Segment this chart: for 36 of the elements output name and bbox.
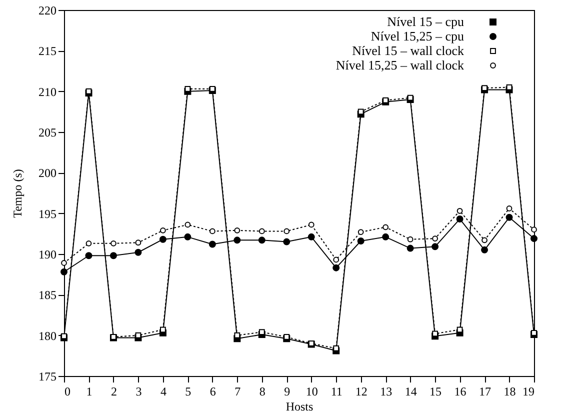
x-tick-label: 18 — [504, 384, 516, 398]
x-tick-label: 0 — [64, 384, 70, 398]
y-tick-label: 205 — [38, 126, 56, 140]
x-tick-label: 11 — [330, 384, 342, 398]
x-tick-label: 12 — [355, 384, 368, 398]
y-tick-label: 210 — [38, 84, 56, 99]
x-tick-label: 9 — [284, 384, 290, 398]
x-tick-label: 3 — [136, 384, 142, 398]
legend-label: Nível 15 – cpu — [387, 14, 464, 29]
x-tick-label: 7 — [234, 384, 241, 398]
x-tick-label: 5 — [185, 384, 192, 398]
x-axis-title: Hosts — [286, 400, 314, 414]
x-tick-label: 1 — [86, 384, 92, 398]
x-tick-label: 16 — [454, 384, 466, 398]
x-tick-label: 8 — [259, 384, 266, 398]
y-tick-label: 180 — [38, 328, 56, 343]
y-tick-label: 200 — [38, 166, 56, 180]
y-tick-label: 215 — [38, 44, 56, 58]
x-tick-label: 19 — [522, 384, 534, 398]
legend-label: Nível 15,25 – wall clock — [336, 58, 464, 72]
x-tick-label: 14 — [404, 384, 417, 398]
x-tick-label: 13 — [380, 384, 392, 398]
y-tick-label: 195 — [38, 206, 56, 221]
x-tick-label: 10 — [306, 384, 318, 398]
x-tick-label: 2 — [110, 384, 117, 398]
y-axis-title: Tempo (s) — [10, 169, 24, 218]
legend-label: Nível 15 – wall clock — [352, 43, 464, 58]
x-tick-label: 4 — [160, 384, 166, 398]
x-tick-label: 6 — [210, 384, 216, 398]
y-tick-label: 190 — [38, 248, 56, 262]
x-tick-label: 17 — [479, 384, 492, 398]
x-tick-label: 15 — [430, 384, 442, 398]
y-tick-label: 220 — [38, 4, 56, 18]
y-tick-label: 175 — [38, 370, 56, 384]
y-tick-label: 185 — [38, 288, 56, 302]
legend-label: Nível 15,25 – cpu — [370, 28, 464, 44]
